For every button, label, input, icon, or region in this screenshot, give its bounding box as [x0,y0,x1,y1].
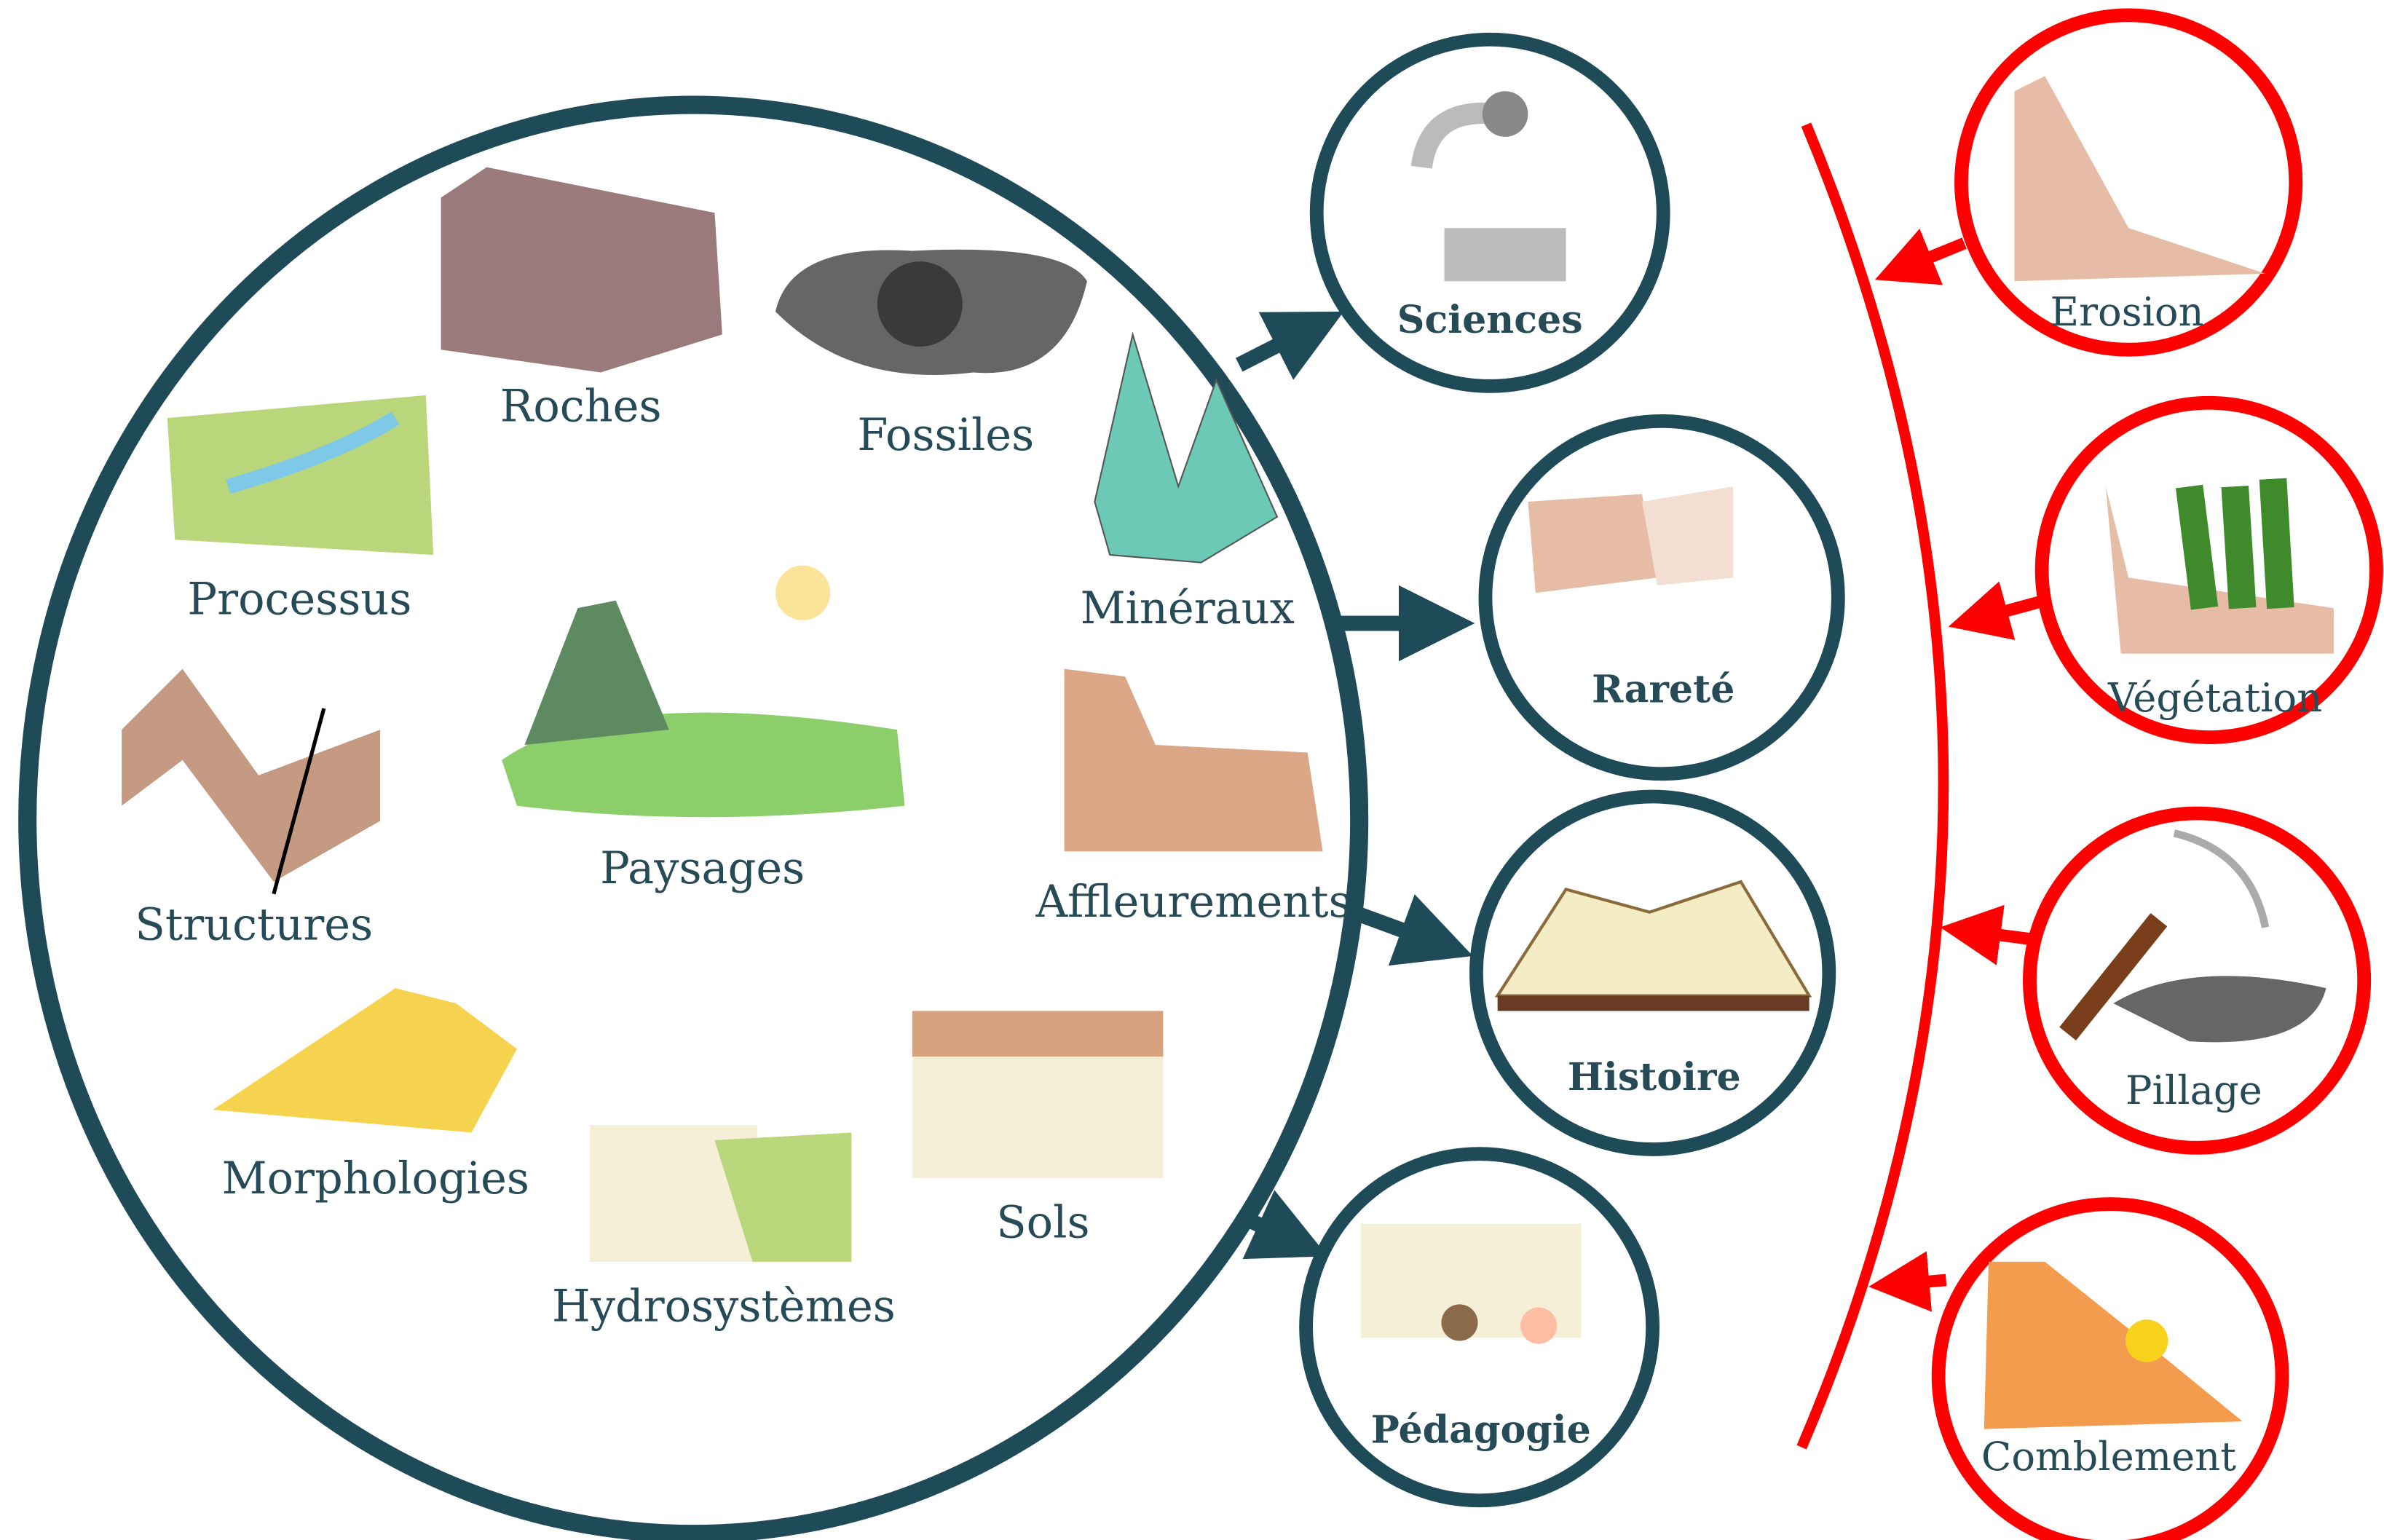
threat-arrows [1893,243,2045,1284]
value-label: Sciences [1397,298,1583,342]
theme-label: Hydrosystèmes [552,1281,896,1332]
value-label: Rareté [1592,668,1734,712]
theme-label: Affleurements [1035,877,1351,928]
theme-label: Fossiles [857,410,1034,461]
theme-label: Minéraux [1081,583,1295,634]
theme-label: Processus [187,574,411,625]
theme-label: Sols [996,1198,1089,1249]
threat-label: Pillage [2126,1067,2262,1113]
value-label: Pédagogie [1371,1407,1591,1452]
theme-label: Roches [500,381,662,432]
theme-label: Paysages [600,843,805,894]
threat-label: Erosion [2051,289,2204,335]
theme-label: Morphologies [222,1153,529,1204]
value-label: Histoire [1568,1055,1741,1099]
theme-label: Structures [135,899,373,950]
diagram: Roches Fossiles Processus Minéraux Paysa… [0,0,2384,1540]
threat-arc [1801,125,1943,1447]
threat-label: Comblement [1981,1434,2236,1480]
threat-label: Végétation [2107,675,2322,721]
